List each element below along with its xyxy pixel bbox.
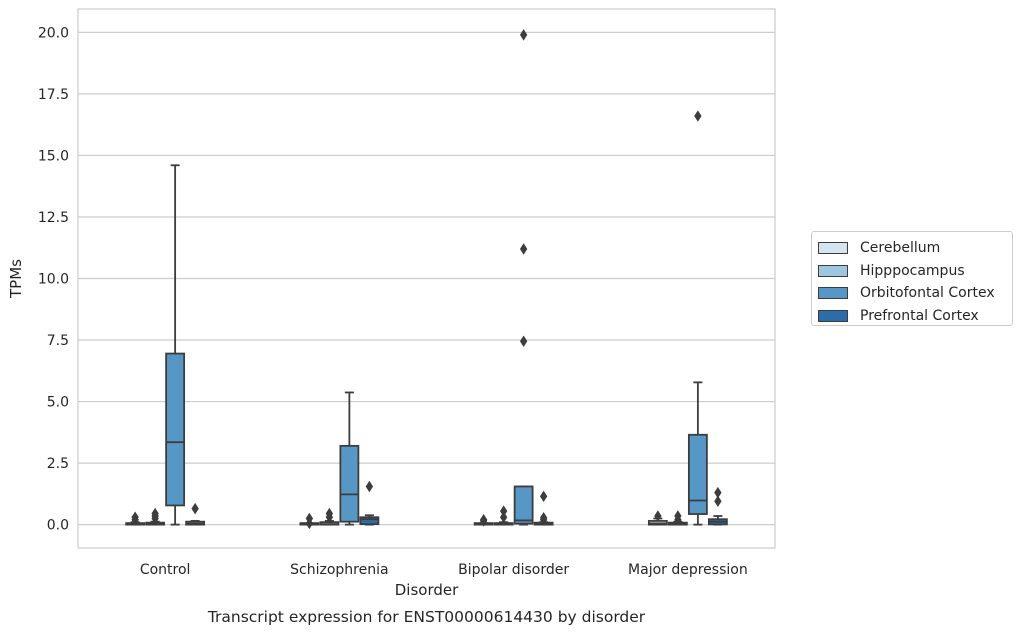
x-tick-label: Bipolar disorder: [458, 562, 569, 578]
y-tick-label: 17.5: [38, 87, 69, 103]
outlier-point: [151, 507, 159, 520]
outlier-point: [479, 513, 488, 526]
legend-label: Cerebellum: [860, 240, 941, 257]
plot-frame: [77, 8, 776, 549]
outlier-point: [539, 490, 548, 503]
box-body: [339, 444, 360, 523]
outlier-point: [191, 502, 199, 515]
y-tick-label: 20.0: [38, 25, 69, 41]
legend-swatch: [818, 242, 848, 255]
y-tick-label: 15.0: [38, 148, 69, 164]
legend-swatch: [818, 264, 848, 277]
chart-title: Transcript expression for ENST0000061443…: [207, 608, 646, 626]
legend-item: Prefrontal Cortex: [818, 305, 1012, 328]
outlier-point: [519, 243, 528, 255]
y-tick-label: 7.5: [47, 333, 69, 349]
x-tick-label: Control: [140, 562, 191, 578]
legend: Cerebellum Hipppocampus Orbitofontal Corte…: [811, 231, 1013, 326]
box-groups: [125, 29, 728, 530]
y-tick-label: 12.5: [38, 210, 69, 226]
x-tick-labels: Control Schizophrenia Bipolar disorder Majo…: [140, 562, 748, 578]
outlier-point: [499, 511, 508, 523]
legend-swatch: [818, 309, 848, 322]
outlier-point: [305, 512, 314, 525]
outlier-point: [714, 486, 722, 499]
y-tick-label: 2.5: [47, 456, 69, 472]
y-axis-title: TPMs: [7, 259, 25, 299]
legend-swatch: [818, 287, 848, 300]
box-body: [687, 433, 708, 515]
outlier-point: [519, 29, 528, 41]
y-tick-labels: 0.0 2.5 5.0 7.5 10.0 12.5 15.0 17.5 20.0: [38, 25, 69, 533]
outlier-point: [539, 511, 548, 524]
outlier-point: [365, 480, 374, 493]
legend-item: Hipppocampus: [818, 260, 1012, 283]
y-tick-label: 5.0: [47, 395, 69, 411]
outlier-point: [519, 335, 528, 348]
outlier-point: [325, 507, 334, 520]
box-body: [359, 516, 380, 526]
x-tick-label: Major depression: [628, 562, 748, 578]
box-body: [165, 352, 186, 507]
outlier-point: [654, 510, 662, 522]
outlier-point: [694, 110, 702, 122]
box-body: [513, 485, 534, 525]
x-tick-label: Schizophrenia: [290, 562, 388, 578]
legend-label: Orbitofontal Cortex: [860, 285, 995, 302]
legend-item: Orbitofontal Cortex: [818, 282, 1012, 305]
y-tick-label: 0.0: [47, 518, 69, 534]
x-axis-title: Disorder: [395, 581, 459, 599]
legend-label: Hipppocampus: [860, 262, 965, 279]
outlier-point: [131, 511, 139, 523]
outlier-point: [674, 510, 682, 522]
legend-item: Cerebellum: [818, 237, 1012, 260]
legend-label: Prefrontal Cortex: [860, 307, 979, 324]
outlier-point: [714, 495, 722, 507]
y-tick-label: 10.0: [38, 272, 69, 288]
outlier-point: [499, 505, 508, 517]
